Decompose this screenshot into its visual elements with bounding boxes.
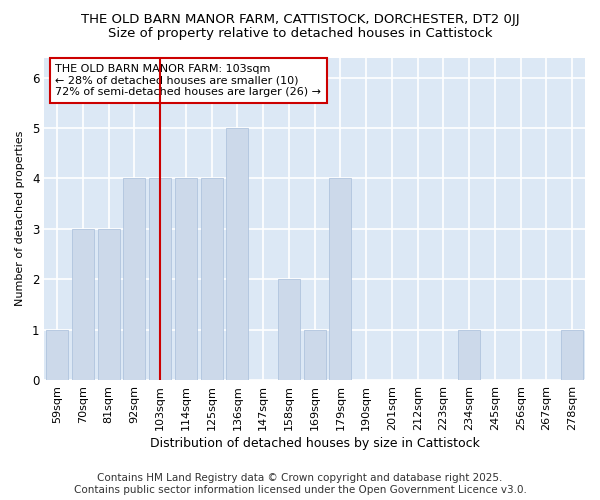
Bar bbox=[175, 178, 197, 380]
X-axis label: Distribution of detached houses by size in Cattistock: Distribution of detached houses by size … bbox=[150, 437, 479, 450]
Bar bbox=[46, 330, 68, 380]
Bar bbox=[72, 229, 94, 380]
Text: THE OLD BARN MANOR FARM: 103sqm
← 28% of detached houses are smaller (10)
72% of: THE OLD BARN MANOR FARM: 103sqm ← 28% of… bbox=[55, 64, 321, 97]
Bar bbox=[149, 178, 171, 380]
Bar bbox=[458, 330, 480, 380]
Y-axis label: Number of detached properties: Number of detached properties bbox=[15, 131, 25, 306]
Text: Size of property relative to detached houses in Cattistock: Size of property relative to detached ho… bbox=[108, 28, 492, 40]
Bar bbox=[201, 178, 223, 380]
Bar bbox=[561, 330, 583, 380]
Bar bbox=[124, 178, 145, 380]
Text: THE OLD BARN MANOR FARM, CATTISTOCK, DORCHESTER, DT2 0JJ: THE OLD BARN MANOR FARM, CATTISTOCK, DOR… bbox=[80, 12, 520, 26]
Text: Contains HM Land Registry data © Crown copyright and database right 2025.
Contai: Contains HM Land Registry data © Crown c… bbox=[74, 474, 526, 495]
Bar bbox=[98, 229, 119, 380]
Bar bbox=[278, 280, 300, 380]
Bar bbox=[304, 330, 326, 380]
Bar bbox=[329, 178, 352, 380]
Bar bbox=[226, 128, 248, 380]
